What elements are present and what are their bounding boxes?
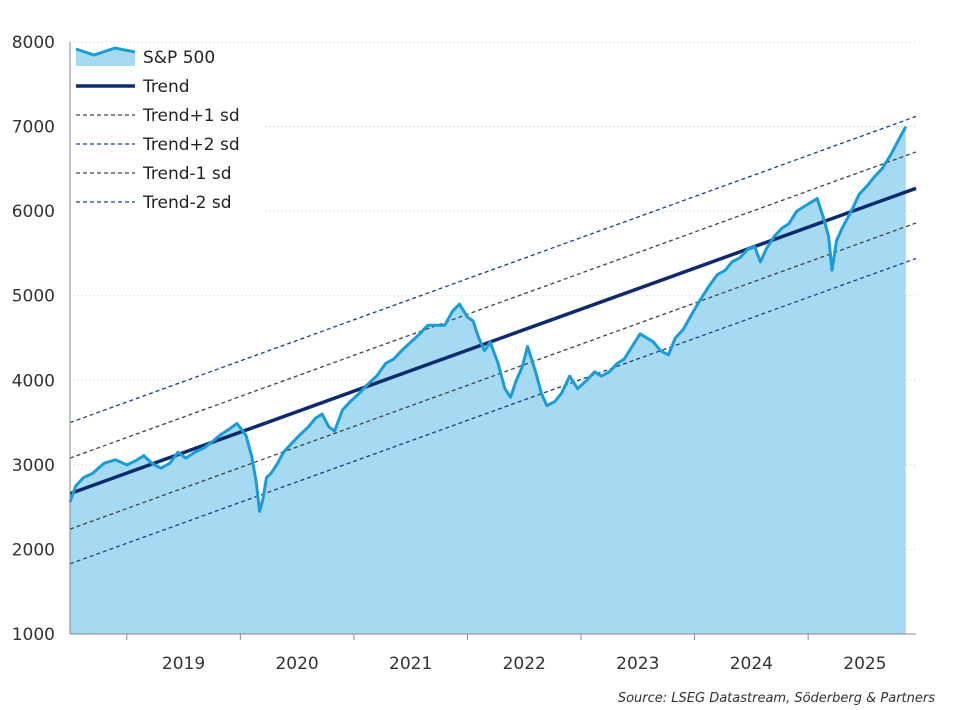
- legend-label-plus1: Trend+1 sd: [142, 106, 240, 126]
- x-axis-ticks: 2019 2020 2021 2022 2023 2024 2025: [126, 634, 887, 674]
- y-tick-5000: 5000: [12, 287, 55, 307]
- legend-line-sp500: [75, 46, 136, 57]
- sp500-area: [70, 126, 906, 634]
- x-tick-2024: 2024: [730, 654, 773, 674]
- sp500-line: [68, 125, 908, 513]
- legend-label-sp500: S&P 500: [143, 48, 215, 68]
- legend-label-trend: Trend: [142, 77, 190, 97]
- y-axis-ticks: 1000 2000 3000 4000 5000 6000 7000 8000: [12, 33, 55, 645]
- axes: [69, 42, 916, 635]
- legend-background: [74, 44, 264, 216]
- y-tick-8000: 8000: [12, 33, 55, 53]
- line-plus1: [69, 151, 917, 459]
- legend-swatch-sp500: [76, 48, 135, 66]
- legend-label-plus2: Trend+2 sd: [142, 135, 240, 155]
- y-tick-1000: 1000: [12, 625, 55, 645]
- line-plus2: [69, 115, 917, 424]
- x-tick-2025: 2025: [843, 654, 886, 674]
- y-tick-3000: 3000: [12, 456, 55, 476]
- legend: S&P 500 Trend Trend+1 sd Trend+2 sd Trend-1 …: [74, 44, 264, 216]
- y-tick-6000: 6000: [12, 202, 55, 222]
- x-tick-2021: 2021: [389, 654, 432, 674]
- y-tick-4000: 4000: [12, 371, 55, 391]
- x-tick-2020: 2020: [275, 654, 318, 674]
- legend-label-minus2: Trend-2 sd: [142, 193, 232, 213]
- legend-label-minus1: Trend-1 sd: [142, 164, 232, 184]
- y-tick-2000: 2000: [12, 540, 55, 560]
- x-tick-2023: 2023: [616, 654, 659, 674]
- x-tick-2019: 2019: [162, 654, 205, 674]
- y-tick-7000: 7000: [12, 118, 55, 138]
- x-tick-2022: 2022: [503, 654, 546, 674]
- source-note: Source: LSEG Datastream, Söderberg & Par…: [617, 691, 935, 706]
- line-minus2: [69, 257, 917, 565]
- line-minus1: [69, 222, 917, 530]
